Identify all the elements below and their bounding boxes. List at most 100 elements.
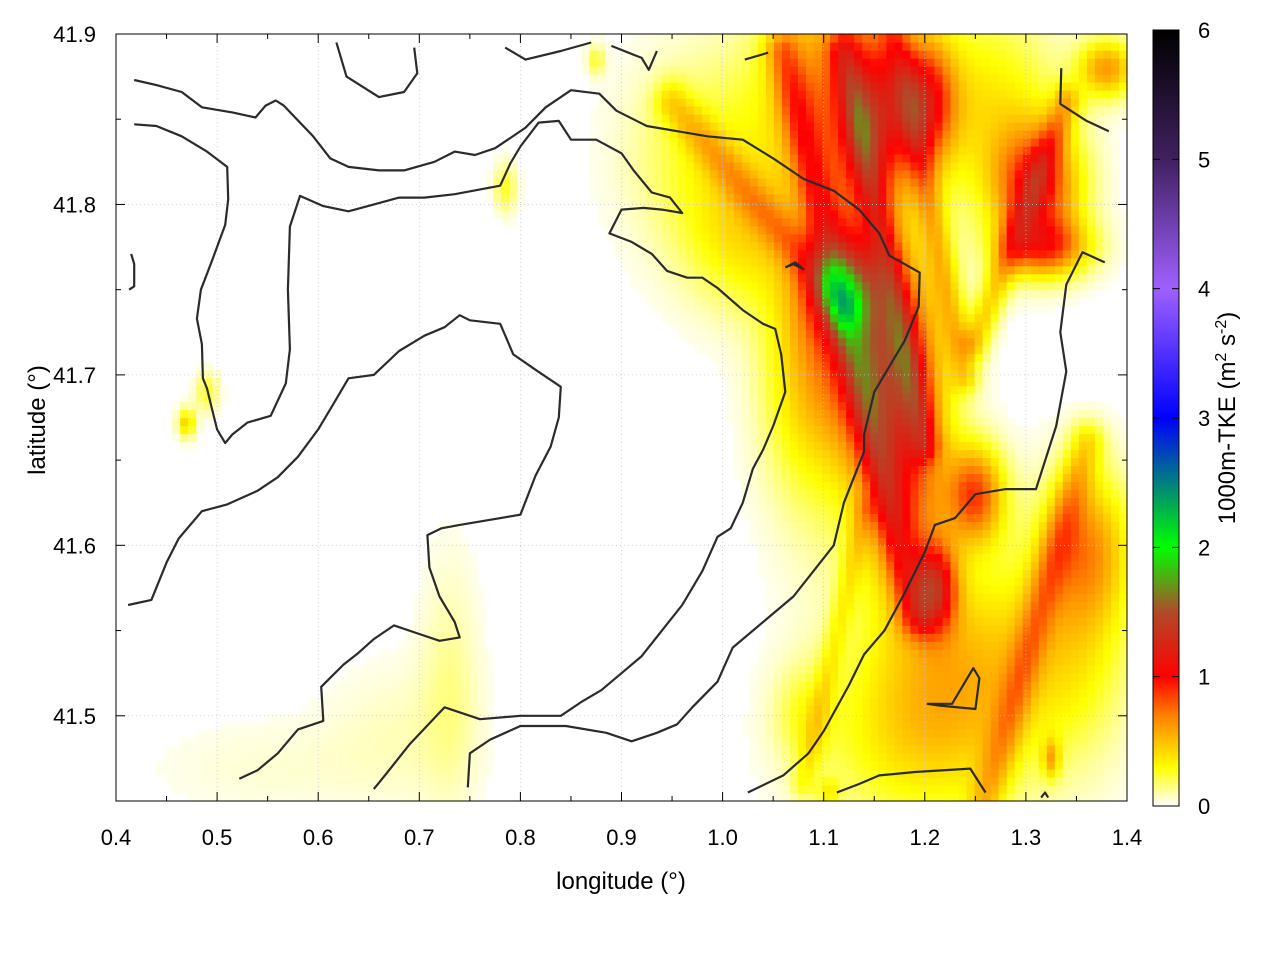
heatmap-cell — [1062, 505, 1072, 514]
heatmap-cell — [910, 297, 919, 307]
heatmap-cell — [1094, 441, 1104, 451]
heatmap-cell — [1118, 537, 1127, 546]
heatmap-cell — [854, 465, 863, 475]
heatmap-cell — [1078, 473, 1088, 483]
heatmap-cell — [934, 449, 944, 459]
heatmap-cell — [1054, 489, 1064, 498]
heatmap-cell — [878, 393, 887, 403]
heatmap-cell — [477, 625, 486, 634]
heatmap-cell — [886, 433, 895, 443]
heatmap-cell — [444, 769, 454, 778]
heatmap-cell — [830, 585, 839, 594]
heatmap-cell — [1030, 649, 1040, 658]
heatmap-cell — [1006, 785, 1016, 794]
heatmap-cell — [990, 281, 1000, 291]
heatmap-cell — [854, 593, 863, 602]
heatmap-cell — [733, 409, 743, 419]
heatmap-cell — [284, 745, 294, 754]
heatmap-cell — [669, 185, 679, 195]
heatmap-cell — [1022, 689, 1032, 698]
heatmap-cell — [773, 473, 783, 483]
heatmap-cell — [1070, 601, 1080, 610]
heatmap-cell — [902, 193, 911, 203]
heatmap-cell — [942, 777, 952, 786]
heatmap-cell — [806, 297, 815, 307]
heatmap-cell — [926, 337, 936, 347]
heatmap-cell — [942, 577, 952, 586]
heatmap-cell — [950, 785, 960, 794]
heatmap-cell — [701, 265, 711, 275]
heatmap-cell — [180, 417, 189, 427]
heatmap-cell — [998, 745, 1008, 754]
heatmap-cell — [822, 601, 831, 610]
heatmap-cell — [822, 625, 831, 634]
heatmap-cell — [950, 129, 960, 139]
heatmap-cell — [228, 785, 237, 794]
heatmap-cell — [974, 657, 984, 666]
heatmap-cell — [974, 593, 984, 602]
heatmap-cell — [268, 777, 278, 786]
heatmap-cell — [822, 265, 831, 275]
heatmap-cell — [1022, 193, 1032, 203]
heatmap-cell — [364, 665, 374, 674]
heatmap-cell — [1046, 169, 1056, 179]
heatmap-cell — [653, 217, 663, 227]
heatmap-cell — [846, 497, 855, 506]
heatmap-cell — [878, 449, 887, 459]
heatmap-cell — [436, 561, 446, 570]
heatmap-cell — [878, 681, 887, 690]
heatmap-cell — [461, 585, 470, 594]
heatmap-cell — [974, 729, 984, 738]
heatmap-cell — [814, 137, 823, 147]
heatmap-cell — [1030, 489, 1040, 498]
heatmap-cell — [830, 521, 839, 530]
heatmap-cell — [814, 129, 823, 139]
heatmap-cell — [910, 729, 919, 738]
heatmap-cell — [1038, 793, 1048, 801]
heatmap-cell — [838, 441, 847, 451]
heatmap-cell — [340, 673, 350, 682]
heatmap-cell — [196, 361, 205, 371]
heatmap-cell — [765, 433, 775, 443]
heatmap-cell — [982, 569, 992, 578]
heatmap-cell — [757, 361, 767, 371]
heatmap-cell — [1014, 569, 1024, 578]
heatmap-cell — [1046, 625, 1056, 634]
heatmap-cell — [1054, 481, 1064, 491]
heatmap-cell — [1078, 185, 1088, 195]
heatmap-cell — [428, 657, 438, 666]
heatmap-cell — [765, 625, 775, 634]
heatmap-cell — [469, 681, 478, 690]
heatmap-cell — [942, 705, 952, 714]
heatmap-cell — [1030, 609, 1040, 618]
heatmap-cell — [765, 545, 775, 554]
heatmap-cell — [757, 641, 767, 650]
heatmap-cell — [645, 161, 655, 171]
heatmap-cell — [806, 201, 815, 211]
heatmap-cell — [757, 521, 767, 530]
heatmap-cell — [428, 617, 438, 626]
heatmap-cell — [308, 785, 318, 794]
heatmap-cell — [830, 753, 839, 762]
heatmap-cell — [300, 769, 310, 778]
heatmap-cell — [765, 177, 775, 187]
heatmap-cell — [1054, 273, 1064, 283]
heatmap-cell — [838, 145, 847, 155]
heatmap-cell — [597, 193, 607, 203]
heatmap-cell — [982, 225, 992, 235]
heatmap-cell — [292, 745, 302, 754]
heatmap-cell — [806, 753, 815, 762]
heatmap-cell — [685, 329, 695, 339]
heatmap-cell — [1006, 265, 1016, 275]
heatmap-cell — [677, 265, 687, 275]
heatmap-cell — [990, 649, 1000, 658]
heatmap-cell — [428, 745, 438, 754]
heatmap-cell — [934, 617, 944, 626]
heatmap-cell — [1078, 401, 1088, 411]
heatmap-cell — [910, 593, 919, 602]
heatmap-cell — [1062, 169, 1072, 179]
heatmap-cell — [204, 785, 213, 794]
heatmap-cell — [749, 441, 759, 451]
heatmap-cell — [741, 385, 751, 395]
heatmap-cell — [388, 713, 398, 722]
